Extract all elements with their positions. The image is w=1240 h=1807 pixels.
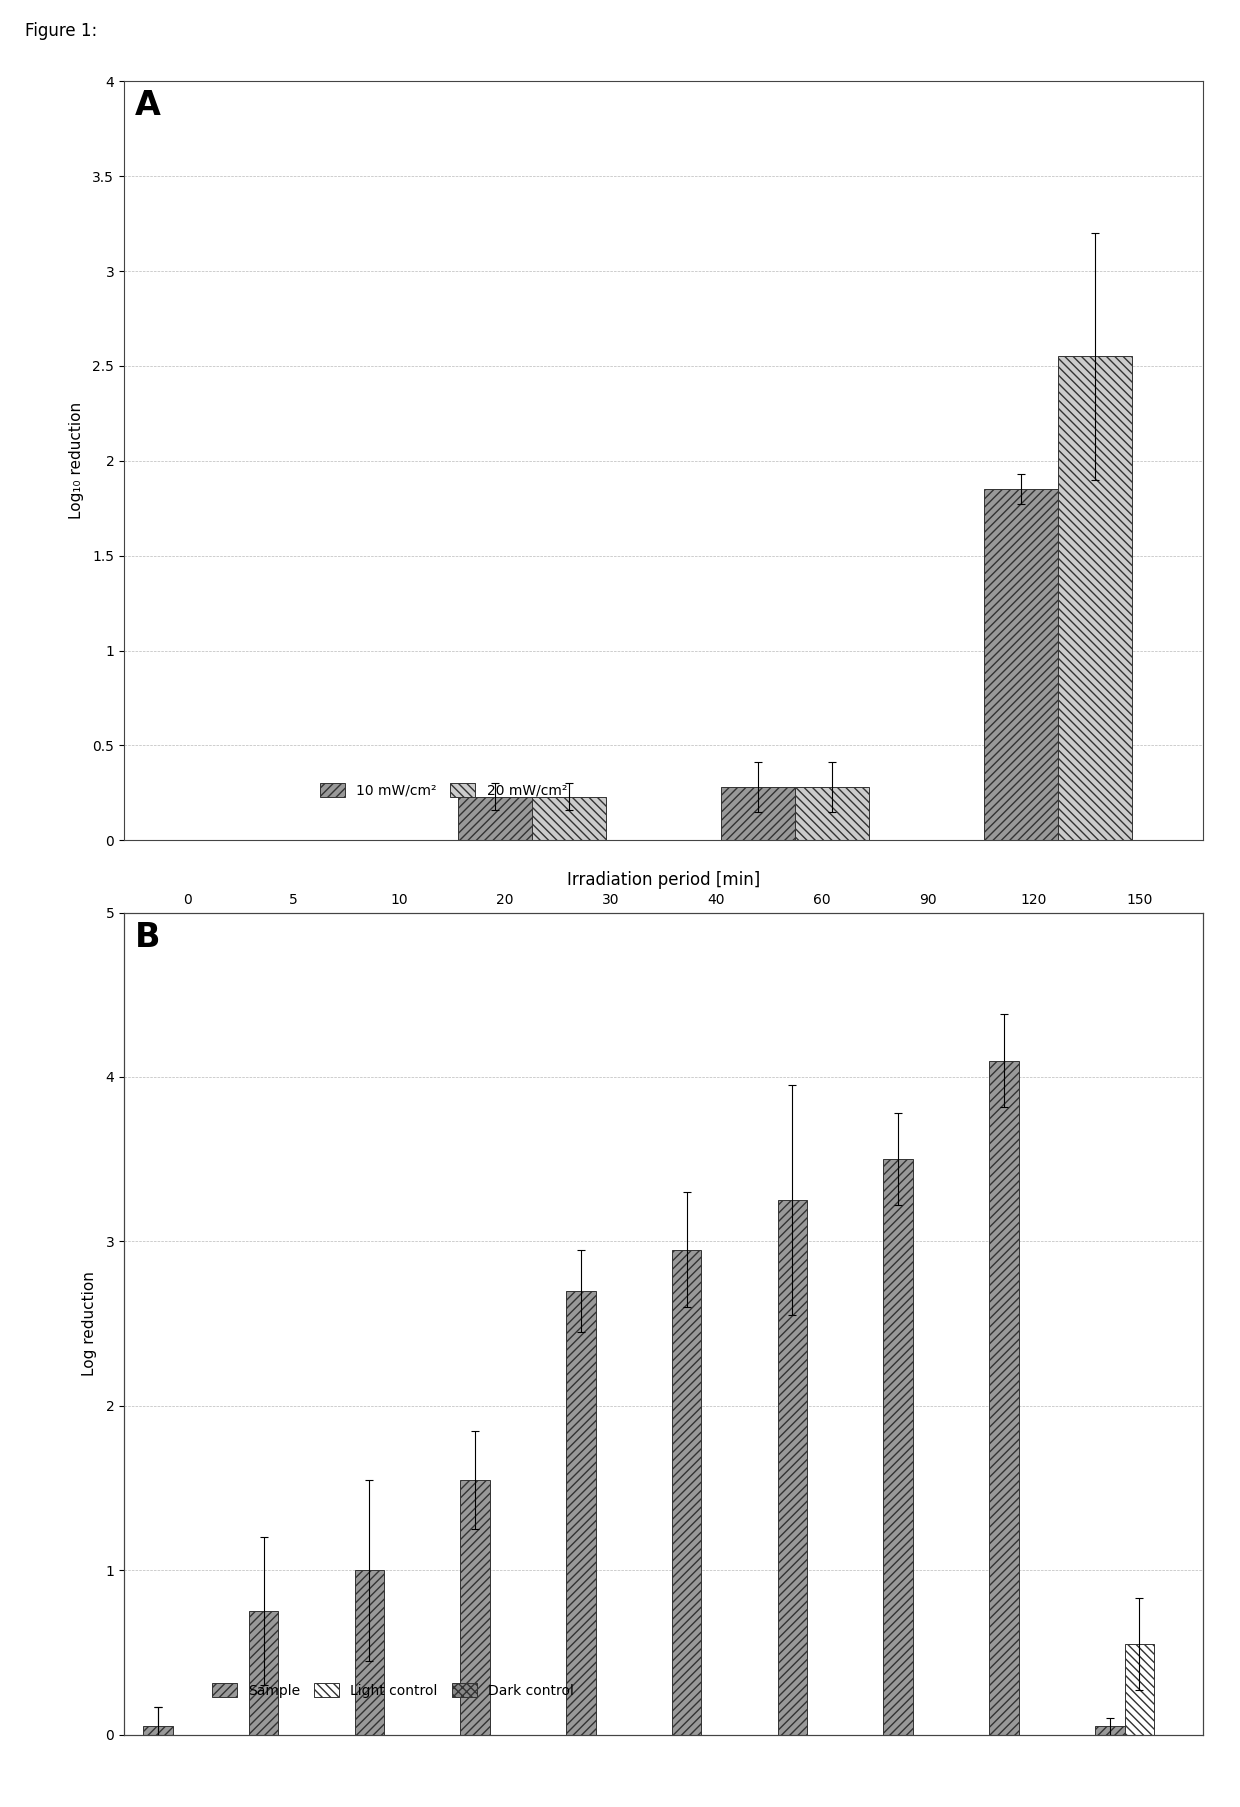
Bar (795, 788, 869, 840)
Bar (532, 797, 605, 840)
X-axis label: Irradiation period [min]: Irradiation period [min] (567, 871, 760, 889)
Y-axis label: Log₁₀ reduction: Log₁₀ reduction (69, 403, 84, 519)
Bar (777, 1200, 807, 1735)
Bar (672, 1250, 702, 1735)
Bar (458, 797, 532, 840)
Bar (990, 1061, 1019, 1735)
Bar (1058, 356, 1132, 840)
Text: Figure 1:: Figure 1: (25, 22, 97, 40)
Y-axis label: Log reduction: Log reduction (82, 1270, 97, 1377)
Bar (1125, 1644, 1154, 1735)
Bar (567, 1290, 595, 1735)
Text: Reference control: Reference control (198, 963, 339, 978)
Bar (460, 1480, 490, 1735)
Bar (355, 1570, 384, 1735)
Bar (143, 1726, 172, 1735)
Text: Light control: Light control (745, 963, 846, 978)
Text: Dark control: Dark control (484, 963, 580, 978)
Legend: Sample, Light control, Dark control: Sample, Light control, Dark control (207, 1677, 579, 1704)
Bar (985, 490, 1058, 840)
Legend: 10 mW/cm², 20 mW/cm²: 10 mW/cm², 20 mW/cm² (315, 777, 573, 802)
Bar (1095, 1726, 1125, 1735)
Text: Sample: Sample (1029, 963, 1087, 978)
Bar (249, 1612, 279, 1735)
Text: A: A (135, 89, 161, 121)
Bar (722, 788, 795, 840)
Bar (883, 1160, 913, 1735)
Text: B: B (135, 922, 160, 954)
